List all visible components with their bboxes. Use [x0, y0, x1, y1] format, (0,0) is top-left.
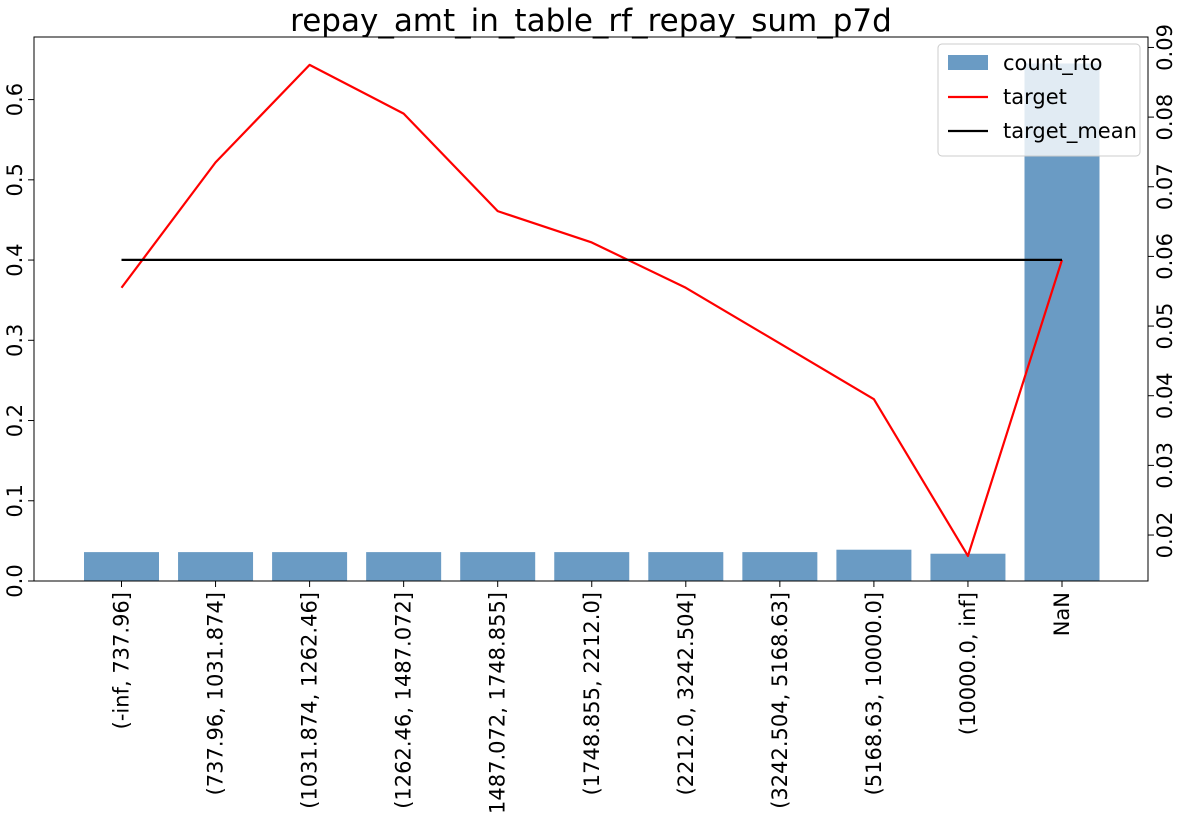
- bar-count_rto-0: [84, 552, 159, 581]
- legend-label-target_mean: target_mean: [1003, 119, 1137, 144]
- left-tick-label-5: 0.5: [3, 163, 27, 196]
- right-tick-label-2: 0.04: [1153, 372, 1177, 419]
- left-tick-label-0: 0.0: [3, 564, 27, 597]
- x-axis: (-inf, 737.96] (737.96, 1031.874] (1031.87…: [110, 581, 1074, 814]
- left-tick-label-2: 0.2: [3, 404, 27, 437]
- right-tick-label-6: 0.08: [1153, 94, 1177, 141]
- left-tick-label-6: 0.6: [3, 83, 27, 116]
- right-tick-label-0: 0.02: [1153, 512, 1177, 559]
- bar-count_rto-3: [366, 552, 442, 581]
- x-tick-label-5: (1748.855, 2212.0]: [580, 592, 604, 795]
- bar-count_rto-8: [836, 549, 912, 581]
- legend-label-target: target: [1003, 85, 1067, 109]
- x-tick-label-3: (1262.46, 1487.072]: [392, 592, 416, 809]
- x-tick-label-7: (3242.504, 5168.63]: [768, 592, 792, 809]
- bar-count_rto-9: [930, 553, 1006, 581]
- x-tick-label-8: (5168.63, 10000.0]: [862, 592, 886, 795]
- x-tick-label-1: (737.96, 1031.874]: [204, 592, 228, 795]
- bar-count_rto-6: [648, 552, 724, 581]
- right-y-axis: 0.02 0.03 0.04 0.05 0.06 0.07 0.08 0.09: [1148, 24, 1177, 558]
- plot-frame: [33, 36, 1149, 582]
- lines-layer: [120, 63, 1064, 558]
- legend-label-count_rto: count_rto: [1003, 51, 1102, 76]
- bar-count_rto-4: [460, 552, 536, 581]
- right-tick-label-1: 0.03: [1153, 442, 1177, 489]
- right-tick-label-4: 0.06: [1153, 233, 1177, 280]
- legend-swatch-count_rto: [948, 55, 988, 70]
- x-tick-label-2: (1031.874, 1262.46]: [298, 592, 322, 809]
- bar-count_rto-7: [742, 552, 818, 581]
- x-tick-label-4: (1487.072, 1748.855]: [486, 592, 510, 814]
- left-tick-label-3: 0.3: [3, 324, 27, 357]
- left-tick-label-1: 0.1: [3, 484, 27, 517]
- x-tick-label-0: (-inf, 737.96]: [110, 592, 134, 729]
- bar-count_rto-5: [554, 552, 630, 581]
- right-tick-label-3: 0.05: [1153, 303, 1177, 350]
- bar-count_rto-1: [178, 552, 254, 581]
- left-tick-label-4: 0.4: [3, 243, 27, 276]
- right-tick-label-5: 0.07: [1153, 163, 1177, 210]
- left-y-axis: 0.0 0.1 0.2 0.3 0.4 0.5 0.6: [3, 83, 34, 598]
- x-tick-label-9: (10000.0, inf]: [956, 592, 980, 735]
- chart-title: repay_amt_in_table_rf_repay_sum_p7d: [290, 3, 892, 39]
- line-target: [120, 63, 1064, 558]
- legend-box: [937, 43, 1141, 157]
- bar-count_rto-2: [272, 552, 348, 581]
- right-tick-label-7: 0.09: [1153, 24, 1177, 71]
- x-tick-label-10: NaN: [1050, 592, 1074, 636]
- x-tick-label-6: (2212.0, 3242.504]: [674, 592, 698, 795]
